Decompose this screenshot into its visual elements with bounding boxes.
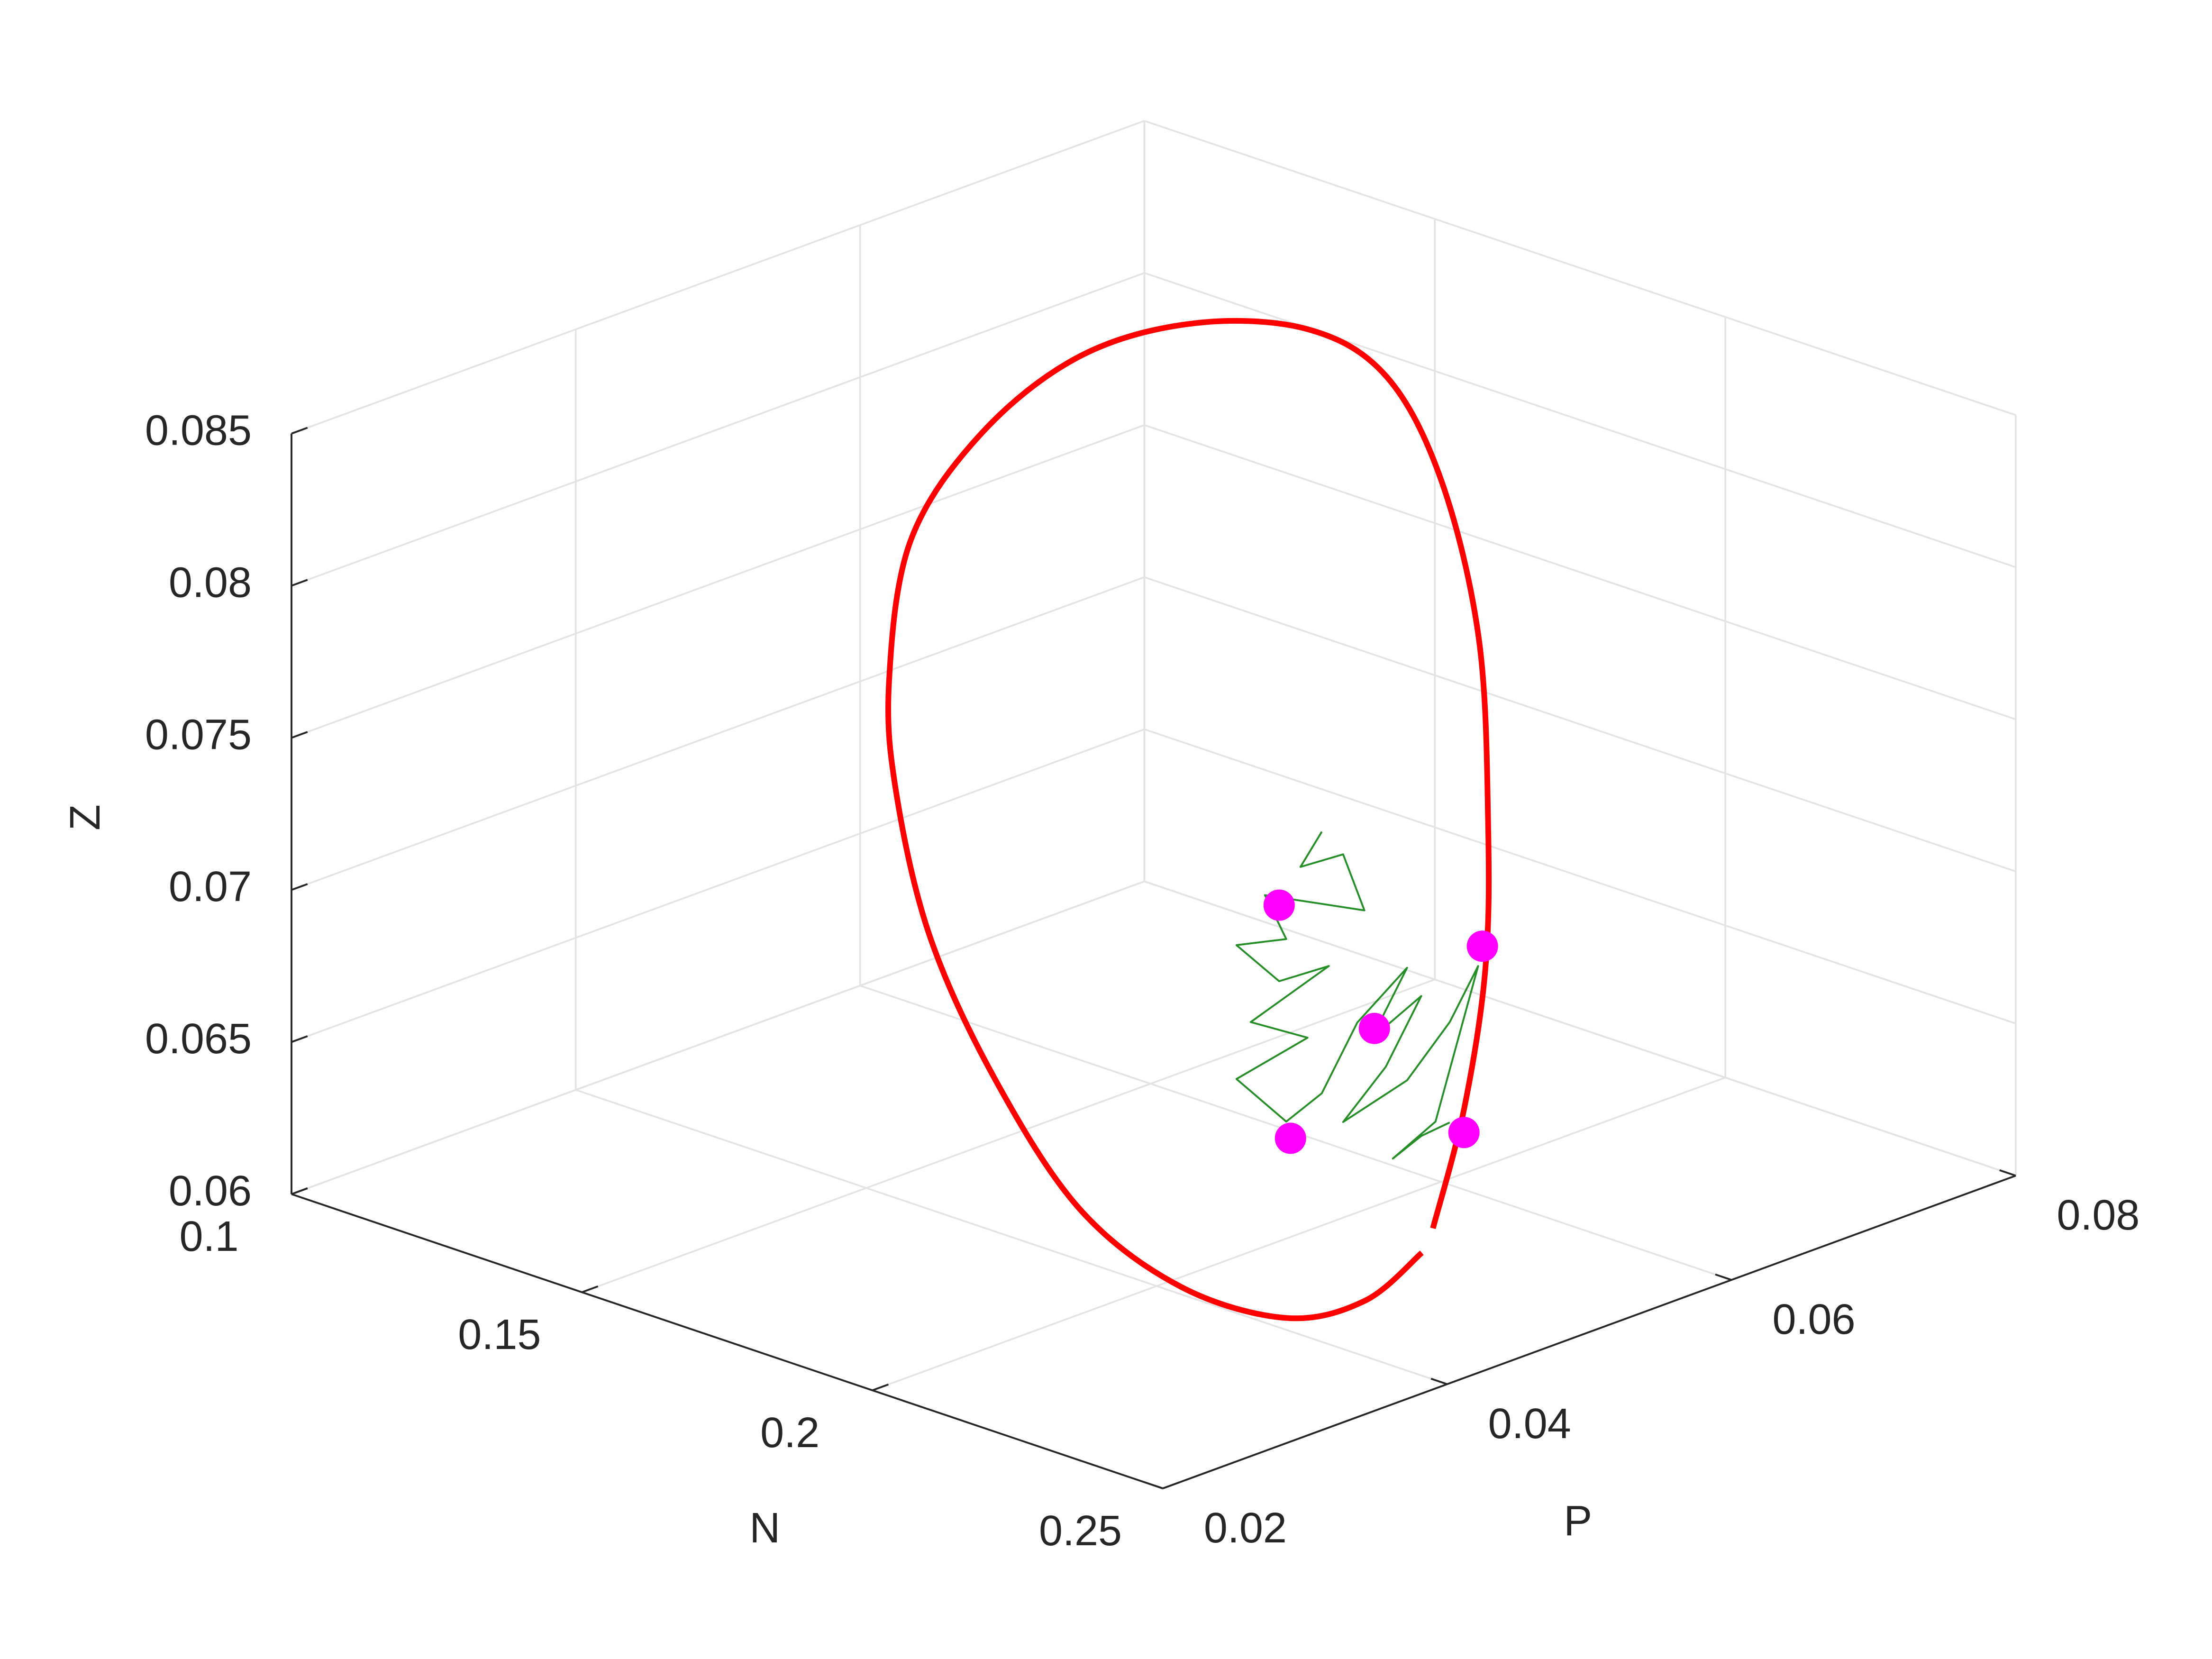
z-tick-mark — [291, 579, 308, 587]
z-tick-label: 0.06 — [169, 1167, 252, 1215]
y-tick-mark — [1430, 1377, 1447, 1386]
grid-line — [1144, 880, 2016, 1176]
y-tick-mark — [1999, 1169, 2016, 1177]
y-tick-label: 0.08 — [2057, 1192, 2139, 1239]
grid-line — [291, 120, 1145, 435]
point-marker — [1263, 889, 1295, 921]
grid-line — [291, 424, 1145, 739]
grid-line — [1144, 272, 2016, 568]
z-tick-label: 0.065 — [145, 1015, 252, 1063]
y-tick-label: 0.04 — [1488, 1400, 1571, 1448]
y-tick-label: 0.02 — [1204, 1504, 1287, 1552]
grid-line — [582, 978, 1435, 1293]
x-tick-label: 0.1 — [180, 1213, 239, 1260]
z-tick-mark — [291, 1035, 308, 1043]
x-tick-mark — [582, 1285, 599, 1294]
z-tick-mark — [291, 427, 308, 435]
z-tick-mark — [291, 731, 308, 739]
y-tick-mark — [1715, 1273, 1732, 1281]
grid-line — [291, 728, 1145, 1043]
x-tick-mark — [872, 1383, 889, 1391]
z-tick-label: 0.07 — [169, 863, 252, 911]
z-tick-label: 0.08 — [169, 559, 252, 606]
x-tick-label: 0.25 — [1039, 1507, 1122, 1555]
grid-line — [1144, 576, 2016, 873]
point-marker — [1466, 930, 1498, 962]
z-tick-label: 0.075 — [145, 711, 252, 758]
grid-line — [291, 272, 1145, 587]
grid-line — [291, 880, 1145, 1195]
trajectory-line — [1235, 831, 1479, 1160]
x-axis-line — [291, 1193, 1164, 1489]
point-marker — [1358, 1012, 1390, 1044]
z-tick-mark — [291, 883, 308, 891]
grid-line — [1144, 120, 2016, 416]
point-marker — [1274, 1122, 1306, 1154]
z-axis-label: Z — [62, 804, 109, 830]
grid-layer — [291, 120, 2017, 1489]
data-layer — [885, 318, 1498, 1322]
y-axis-label: P — [1564, 1497, 1592, 1545]
y-tick-label: 0.06 — [1773, 1296, 1856, 1343]
z-tick-label: 0.085 — [145, 407, 252, 455]
grid-line — [1144, 424, 2016, 720]
grid-line — [1144, 728, 2016, 1025]
x-tick-label: 0.2 — [760, 1409, 819, 1457]
grid-line — [291, 576, 1145, 891]
z-tick-mark — [291, 1187, 308, 1195]
point-marker — [1448, 1117, 1480, 1149]
grid-line — [575, 1089, 1447, 1385]
trajectory-line — [885, 318, 1492, 1322]
x-axis-label: N — [749, 1504, 780, 1552]
axis-layer: 0.1 0.15 0.2 0.25 0.02 0.04 0.06 0.08 0.06 0.065 0… — [145, 407, 2140, 1555]
grid-line — [872, 1076, 1726, 1391]
x-tick-label: 0.15 — [458, 1311, 541, 1358]
y-axis-line — [1162, 1175, 2016, 1489]
